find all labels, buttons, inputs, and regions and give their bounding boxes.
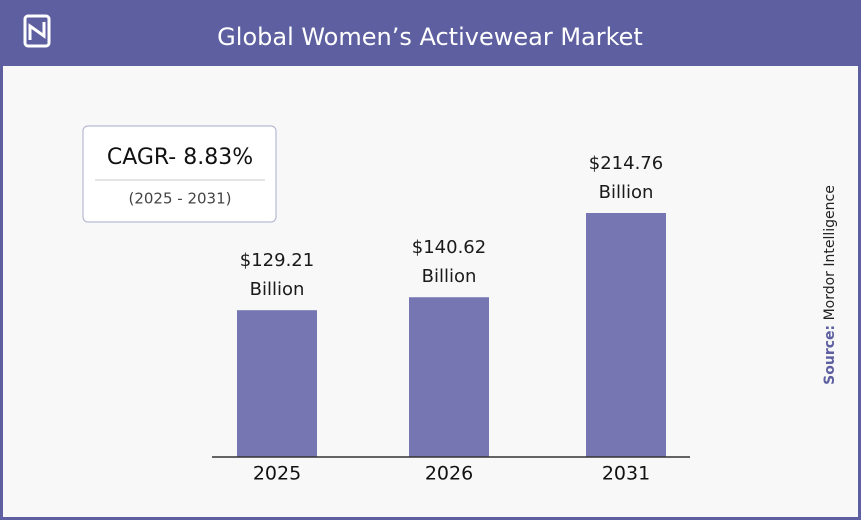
cagr-period: (2025 - 2031): [128, 190, 231, 208]
source-name: Mordor Intelligence: [822, 185, 838, 320]
cagr: CAGR- 8.83%: [107, 145, 253, 170]
source-label: Source:: [822, 325, 838, 385]
value-label: $140.62 Billion: [411, 237, 487, 288]
source: Source: Mordor Intelligence: [822, 185, 838, 385]
x-tick-label: 2025: [253, 463, 301, 485]
x-tick-label: 2031: [602, 463, 650, 485]
value-label: $214.76 Billion: [588, 153, 664, 203]
bar: [586, 213, 666, 457]
logo: [23, 14, 51, 48]
cagr-box: CAGR- 8.83% (2025 - 2031): [82, 125, 277, 223]
bar: [237, 310, 317, 457]
chart-title: Global Women’s Activewear Market: [217, 23, 643, 51]
x-tick-label: 2026: [425, 463, 473, 485]
value-label: $129.21 Billion: [239, 250, 315, 301]
bar: [409, 297, 489, 457]
